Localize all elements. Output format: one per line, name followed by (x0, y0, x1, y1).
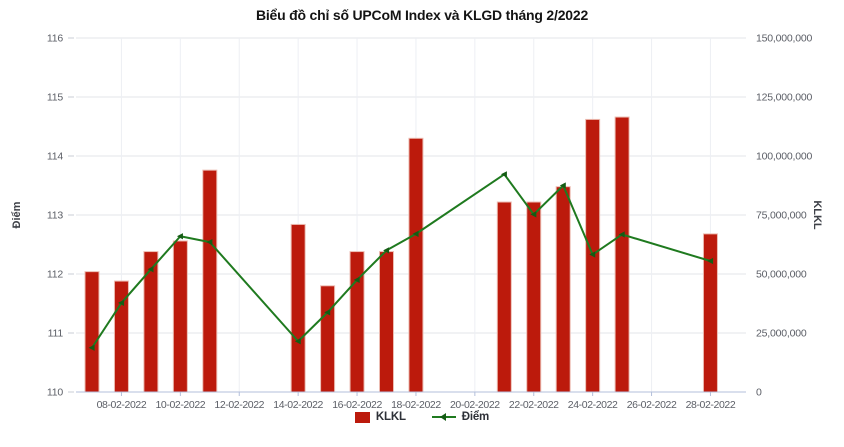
chart-title: Biểu đồ chỉ số UPCoM Index và KLGD tháng… (255, 7, 589, 23)
index-point-marker (118, 299, 125, 307)
index-line (91, 173, 711, 349)
right-axis-tick-label: 75,000,000 (756, 210, 807, 222)
x-axis-tick-label: 10-02-2022 (155, 399, 205, 411)
index-point-marker (324, 309, 331, 316)
x-axis-tick-label: 26-02-2022 (627, 399, 677, 411)
right-axis-tick-label: 0 (756, 387, 762, 399)
index-point-marker (707, 257, 714, 265)
index-point-marker (383, 247, 390, 254)
left-axis-tick-label: 111 (48, 328, 64, 340)
volume-bar-series (84, 116, 718, 393)
volume-bar (172, 240, 188, 393)
left-axis-title: Điểm (11, 201, 23, 228)
right-axis-tick-label: 25,000,000 (756, 328, 807, 340)
index-point-marker (500, 171, 507, 178)
index-point-marker (618, 231, 625, 238)
volume-bar (496, 201, 512, 393)
left-axis-tick-label: 113 (47, 210, 63, 222)
volume-bar (555, 186, 571, 393)
left-axis-tick-label: 114 (47, 151, 63, 163)
volume-bar (202, 169, 218, 393)
index-point-marker (206, 239, 213, 246)
x-axis-tick-label: 20-02-2022 (450, 399, 500, 411)
index-point-marker (412, 230, 419, 237)
left-axis-tick-label: 110 (47, 387, 63, 399)
x-axis-tick-label: 18-02-2022 (391, 399, 441, 411)
index-point-marker (589, 251, 596, 258)
index-point-marker (147, 266, 154, 273)
volume-bar (408, 137, 424, 393)
volume-bar (143, 251, 159, 393)
volume-bar (349, 251, 365, 393)
volume-bar (84, 271, 100, 393)
volume-bar (526, 201, 542, 393)
volume-bar (379, 251, 394, 393)
axes: 110 0 111 25,000,000 112 50,000,000 113 75,000,… (11, 33, 823, 412)
volume-bar (614, 116, 630, 393)
right-axis-title: KLKL (811, 200, 823, 230)
triangle-marker-icon (439, 413, 446, 421)
x-axis-tick-label: 22-02-2022 (509, 399, 559, 411)
index-point-marker (294, 338, 301, 345)
index-point-marker (353, 276, 360, 283)
x-axis-tick-label: 24-02-2022 (568, 399, 618, 411)
x-axis-tick-label: 08-02-2022 (97, 399, 147, 411)
right-axis-tick-label: 50,000,000 (756, 269, 807, 281)
index-point-marker (530, 211, 537, 218)
left-axis-tick-label: 112 (47, 269, 63, 281)
index-point-marker (176, 233, 183, 240)
x-axis-tick-label: 16-02-2022 (332, 399, 382, 411)
legend-index-label: Điểm (461, 411, 490, 423)
legend-item-index[interactable]: Điểm (431, 411, 490, 423)
legend-volume-label: KLKL (375, 411, 406, 423)
left-axis-tick-label: 115 (47, 92, 63, 104)
legend-item-volume[interactable]: KLKL (354, 411, 406, 423)
index-series-line-swatch (431, 412, 456, 422)
index-point-marker (559, 182, 566, 189)
right-axis-tick-label: 150,000,000 (756, 33, 813, 45)
index-line-series (88, 171, 714, 351)
volume-bar (320, 285, 336, 393)
chart-legend: KLKL Điểm (0, 411, 844, 423)
x-axis-tick-label: 28-02-2022 (686, 399, 736, 411)
volume-bar (702, 233, 718, 393)
volume-series-swatch (354, 411, 370, 423)
volume-bar (290, 223, 306, 393)
right-axis-tick-label: 100,000,000 (756, 151, 813, 163)
index-point-marker (88, 344, 95, 351)
x-axis-tick-label: 14-02-2022 (273, 399, 323, 411)
right-axis-tick-label: 125,000,000 (756, 92, 813, 104)
x-axis-tick-label: 12-02-2022 (214, 399, 264, 411)
left-axis-tick-label: 116 (47, 33, 63, 45)
